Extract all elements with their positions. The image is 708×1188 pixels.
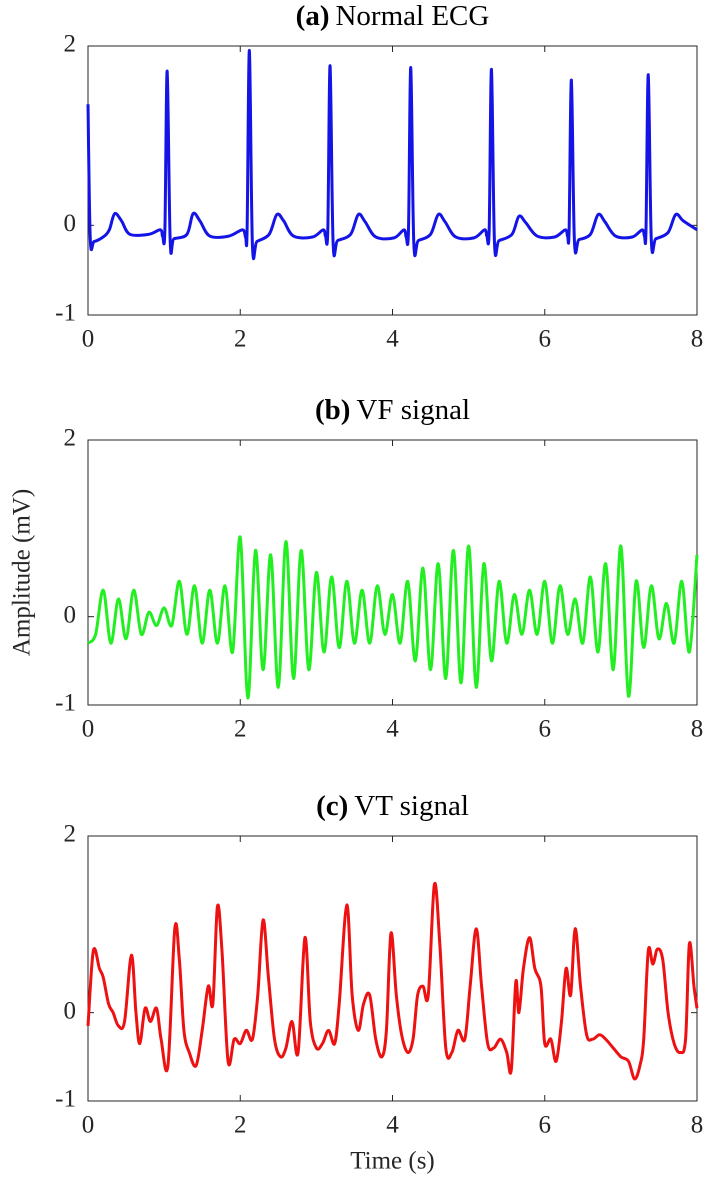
x-tick-label: 4: [386, 716, 399, 743]
x-tick-label: 0: [82, 716, 95, 743]
x-tick-label: 8: [691, 1112, 704, 1139]
x-tick-label: 8: [691, 716, 704, 743]
signal-line: [86, 48, 698, 261]
y-tick-label: 0: [64, 601, 77, 628]
y-tick-label: 2: [64, 31, 77, 58]
y-tick-label: -1: [55, 690, 76, 717]
x-tick-label: 2: [234, 716, 247, 743]
x-tick-label: 8: [691, 326, 704, 353]
plot-frame: [87, 45, 698, 316]
x-tick-label: 6: [539, 1112, 552, 1139]
subplot-title: (c) VT signal: [316, 790, 469, 822]
x-axis-label: Time (s): [350, 1148, 435, 1175]
x-tick-label: 4: [386, 1112, 399, 1139]
y-axis-label: Amplitude (mV): [9, 489, 36, 656]
y-tick-label: 2: [64, 821, 77, 848]
x-tick-label: 2: [234, 1112, 247, 1139]
signal-line: [86, 881, 699, 1081]
title-text: VT signal: [354, 790, 469, 822]
signal-line: [86, 535, 699, 700]
x-tick-label: 0: [82, 1112, 95, 1139]
title-text: VF signal: [356, 394, 470, 426]
x-tick-label: 4: [386, 326, 399, 353]
title-text: Normal ECG: [335, 0, 489, 32]
x-tick-label: 6: [539, 716, 552, 743]
panel-label: (b): [315, 394, 350, 426]
panel-label: (a): [296, 0, 330, 32]
y-tick-label: 0: [64, 997, 77, 1024]
x-tick-label: 2: [234, 326, 247, 353]
panel-label: (c): [316, 790, 348, 822]
subplot-title: (b) VF signal: [315, 394, 470, 426]
y-tick-label: -1: [55, 1086, 76, 1113]
y-tick-label: 2: [64, 425, 77, 452]
y-tick-label: 0: [64, 210, 77, 237]
x-tick-label: 0: [82, 326, 95, 353]
subplot-title: (a) Normal ECG: [296, 0, 490, 32]
y-tick-label: -1: [55, 300, 76, 327]
x-tick-label: 6: [539, 326, 552, 353]
